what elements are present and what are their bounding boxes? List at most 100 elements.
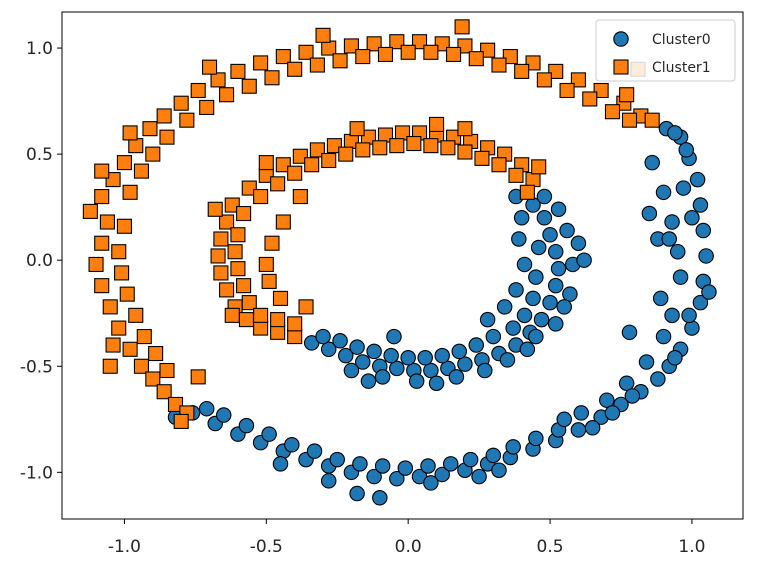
cluster1-point — [480, 42, 496, 58]
legend-box — [595, 19, 736, 82]
cluster1-point — [210, 72, 226, 88]
cluster0-point — [570, 235, 587, 251]
cluster0-point — [284, 437, 300, 453]
cluster0-point — [434, 466, 450, 483]
cluster1-point — [644, 112, 660, 128]
cluster1-point — [321, 152, 337, 169]
cluster1-point — [122, 125, 138, 141]
cluster1-point — [253, 189, 269, 205]
cluster0-point — [573, 405, 590, 421]
x-tick-label: -1.0 — [108, 537, 141, 557]
cluster0-point — [261, 426, 277, 442]
cluster1-point — [287, 316, 303, 332]
cluster1-point — [102, 358, 118, 374]
cluster1-point — [253, 55, 269, 71]
cluster0-point — [434, 347, 450, 364]
cluster0-point — [417, 350, 433, 366]
cluster0-point — [491, 462, 507, 478]
cluster1-point — [230, 261, 246, 277]
cluster1-point — [446, 46, 462, 62]
cluster0-point — [519, 341, 536, 358]
cluster0-point — [621, 324, 638, 341]
cluster0-point — [457, 356, 473, 372]
cluster1-point — [142, 121, 158, 137]
cluster0-point — [584, 420, 601, 436]
cluster1-point — [389, 138, 405, 154]
cluster0-point — [547, 277, 564, 294]
cluster1-point — [389, 34, 405, 50]
cluster1-point — [309, 142, 325, 158]
cluster1-point — [128, 307, 144, 323]
cluster1-point — [207, 201, 223, 217]
cluster0-point — [215, 407, 232, 423]
cluster0-point — [468, 337, 485, 353]
cluster1-point — [148, 345, 164, 362]
cluster0-point — [678, 142, 694, 158]
cluster1-point — [213, 265, 229, 281]
cluster1-point — [133, 163, 149, 179]
cluster0-point — [556, 411, 572, 428]
cluster1-point — [111, 320, 127, 336]
cluster0-point — [681, 307, 697, 324]
cluster0-point — [664, 307, 680, 324]
cluster1-point — [423, 44, 439, 60]
cluster1-point — [145, 371, 161, 387]
cluster1-point — [270, 176, 286, 192]
y-tick-label: -1.0 — [20, 463, 53, 483]
cluster1-point — [119, 286, 135, 302]
cluster1-point — [122, 341, 138, 357]
x-axis: -1.0 -0.5 0.0 0.5 1.0 — [108, 519, 705, 557]
cluster1-point — [264, 70, 280, 86]
cluster0-point — [372, 490, 388, 506]
cluster0-point — [272, 456, 289, 472]
cluster1-point — [619, 87, 635, 103]
cluster1-point — [159, 362, 175, 379]
cluster1-point — [238, 312, 254, 328]
cluster0-point — [533, 311, 550, 328]
axes-frame — [61, 11, 744, 520]
legend-marker-cluster0 — [613, 31, 629, 47]
cluster0-point — [667, 125, 683, 141]
cluster0-point — [525, 290, 541, 307]
cluster0-point — [562, 286, 578, 302]
legend-label-cluster0: Cluster0 — [652, 32, 711, 48]
cluster1-point — [406, 135, 422, 152]
cluster1-point — [253, 307, 269, 323]
cluster1-point — [514, 63, 530, 79]
cluster1-point — [440, 140, 456, 156]
cluster0-point — [695, 222, 712, 239]
cluster1-point — [145, 146, 161, 162]
cluster0-point — [306, 443, 323, 459]
cluster1-point — [275, 157, 291, 173]
cluster1-point — [309, 57, 325, 73]
cluster0-point — [442, 456, 459, 472]
cluster0-point — [661, 231, 677, 247]
cluster1-point — [519, 184, 535, 200]
cluster0-point — [516, 256, 533, 273]
cluster1-point — [88, 256, 104, 272]
cluster0-point — [496, 299, 513, 315]
cluster1-point — [502, 48, 518, 65]
cluster0-point — [528, 430, 544, 447]
cluster1-point — [434, 36, 450, 52]
y-tick-label: 1.0 — [26, 39, 53, 59]
y-tick-label: 0.0 — [26, 251, 53, 271]
cluster1-point — [94, 235, 110, 251]
cluster1-point — [94, 189, 110, 205]
cluster0-point — [428, 375, 445, 391]
cluster1-point — [202, 59, 218, 75]
cluster0-point — [315, 328, 331, 345]
cluster0-point — [397, 460, 414, 476]
cluster0-point — [528, 269, 544, 285]
cluster0-point — [479, 311, 496, 328]
x-tick-label: 1.0 — [678, 537, 705, 557]
cluster0-point — [550, 260, 567, 277]
cluster0-point — [471, 468, 487, 485]
cluster1-point — [355, 48, 371, 65]
cluster0-point — [508, 282, 524, 298]
cluster1-point — [156, 108, 172, 124]
cluster1-point — [454, 19, 470, 35]
cluster0-point — [536, 188, 553, 205]
cluster1-point — [349, 121, 365, 137]
